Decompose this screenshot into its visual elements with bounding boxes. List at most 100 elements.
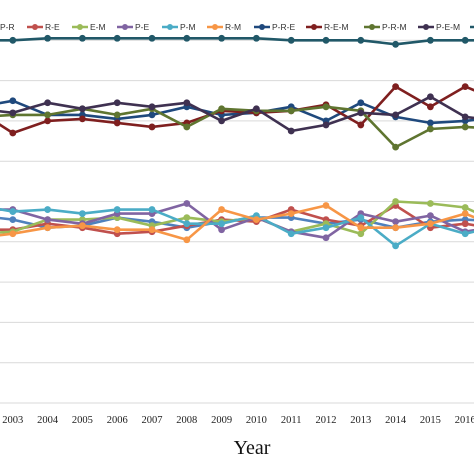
- x-tick-label: 2004: [37, 415, 59, 426]
- legend-entry: P-E: [117, 22, 150, 32]
- legend-entry: R-M: [207, 22, 241, 32]
- data-point: [113, 119, 121, 127]
- legend-marker: [122, 24, 128, 30]
- legend-entry: P-R-M: [364, 22, 407, 32]
- data-point: [461, 230, 469, 238]
- x-tick-label: 2005: [72, 415, 93, 426]
- series-line: [0, 204, 474, 242]
- data-point: [392, 218, 399, 226]
- legend-marker: [167, 24, 173, 30]
- data-point: [148, 34, 156, 42]
- legend-entry: P-R: [0, 22, 15, 32]
- data-point: [427, 103, 434, 111]
- data-point: [218, 105, 226, 113]
- legend-entry: R-E-M: [306, 22, 349, 32]
- data-point: [287, 36, 295, 44]
- data-point: [9, 109, 17, 117]
- x-tick-label: 2006: [107, 415, 128, 426]
- series-line: [0, 36, 474, 46]
- data-point: [287, 107, 295, 115]
- data-point: [9, 129, 17, 137]
- series-line: [0, 85, 474, 135]
- data-point: [392, 198, 399, 205]
- data-point: [322, 103, 330, 111]
- data-point: [148, 111, 156, 119]
- x-tick-label: 2014: [385, 415, 407, 426]
- data-point: [183, 123, 191, 131]
- data-point: [322, 202, 330, 209]
- data-point: [79, 210, 86, 217]
- x-tick-label: 2008: [176, 415, 197, 426]
- data-point: [253, 105, 260, 113]
- gridlines: [0, 39, 474, 404]
- data-point: [357, 109, 365, 117]
- data-point: [218, 220, 226, 228]
- series: [0, 198, 474, 238]
- data-point: [44, 99, 51, 107]
- legend-label: P-R-M: [382, 22, 407, 32]
- data-point: [218, 34, 226, 42]
- legend-marker: [212, 24, 218, 30]
- series: [0, 93, 474, 135]
- x-tick-label: 2012: [316, 415, 337, 426]
- data-point: [9, 230, 17, 238]
- data-point: [357, 99, 365, 107]
- series-line: [0, 105, 474, 149]
- data-point: [9, 36, 17, 44]
- data-point: [287, 230, 295, 238]
- legend-marker: [311, 24, 317, 30]
- data-point: [427, 220, 434, 228]
- data-point: [113, 111, 121, 119]
- data-point: [427, 125, 434, 133]
- data-point: [357, 214, 365, 222]
- legend-label: R-E: [45, 22, 60, 32]
- data-point: [392, 111, 399, 119]
- x-tick-label: 2015: [420, 415, 441, 426]
- data-point: [218, 117, 226, 125]
- legend-marker: [423, 24, 429, 30]
- legend-entry: [470, 25, 474, 29]
- legend-label: R-E-M: [324, 22, 349, 32]
- legend-entry: P-R-E: [254, 22, 295, 32]
- data-point: [461, 123, 469, 131]
- data-point: [148, 226, 156, 234]
- data-point: [148, 103, 156, 111]
- x-tick-label: 2016: [455, 415, 474, 426]
- data-point: [392, 224, 399, 232]
- x-tick-label: 2010: [246, 415, 267, 426]
- legend-entry: P-E-M: [418, 22, 460, 32]
- data-point: [427, 93, 434, 101]
- data-point: [461, 210, 469, 217]
- data-point: [461, 83, 469, 91]
- data-point: [287, 210, 295, 217]
- legend-label: R-M: [225, 22, 241, 32]
- data-point: [357, 230, 365, 238]
- legend-marker: [259, 24, 265, 30]
- data-point: [357, 121, 365, 129]
- data-point: [322, 224, 330, 232]
- data-point: [218, 226, 226, 234]
- data-point: [44, 224, 51, 232]
- x-tick-label: 2013: [350, 415, 371, 426]
- series: [0, 202, 474, 244]
- data-point: [79, 222, 86, 230]
- data-point: [44, 216, 51, 224]
- data-point: [183, 34, 191, 42]
- data-point: [322, 36, 330, 44]
- legend: P-R R-E E-M P-E P-M R-M P-R-E R-E-M P-R-M P-E-M: [0, 22, 474, 32]
- legend-entry: R-E: [27, 22, 60, 32]
- data-point: [392, 40, 399, 48]
- x-tick-label: 2007: [142, 415, 163, 426]
- data-point: [9, 97, 17, 105]
- data-point: [79, 115, 86, 123]
- data-point: [427, 36, 434, 44]
- data-point: [113, 99, 121, 107]
- data-point: [253, 34, 260, 42]
- legend-label: P-R-E: [272, 22, 295, 32]
- data-point: [148, 123, 156, 131]
- legend-marker: [32, 24, 38, 30]
- legend-marker: [77, 24, 83, 30]
- data-point: [357, 224, 365, 232]
- data-point: [218, 206, 226, 213]
